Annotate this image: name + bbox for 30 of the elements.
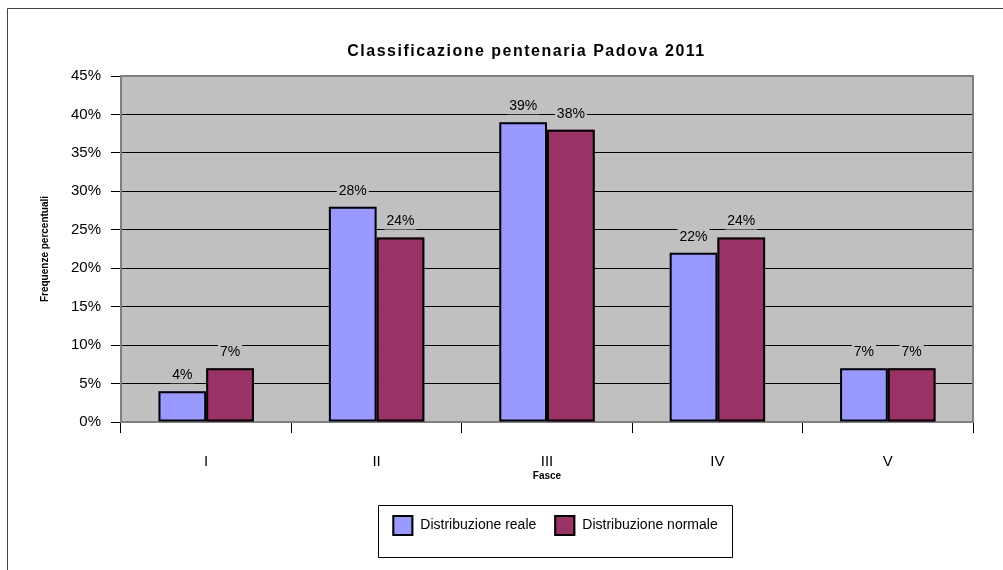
data-label: 28% bbox=[338, 181, 367, 198]
legend-label: Distribuzione reale bbox=[420, 516, 537, 533]
data-label: 7% bbox=[853, 343, 875, 360]
y-tick-label: 35% bbox=[70, 143, 101, 161]
data-label: 38% bbox=[556, 104, 585, 121]
x-tick-label: II bbox=[372, 452, 381, 470]
data-label: 7% bbox=[219, 343, 241, 360]
x-tick-label: V bbox=[882, 452, 893, 470]
data-label: 39% bbox=[509, 97, 538, 114]
y-tick-label: 20% bbox=[70, 258, 101, 276]
data-label: 24% bbox=[386, 212, 415, 229]
data-label: 4% bbox=[172, 366, 193, 383]
y-tick-label: 0% bbox=[79, 412, 101, 430]
y-tick-label: 5% bbox=[79, 373, 101, 391]
x-tick-label: IV bbox=[710, 452, 725, 470]
y-tick-label: 45% bbox=[70, 66, 101, 84]
x-tick-label: I bbox=[204, 452, 209, 470]
chart-title: Classificazione pentenaria Padova 2011 bbox=[346, 42, 707, 60]
y-tick-label: 15% bbox=[70, 296, 101, 314]
data-label: 24% bbox=[727, 212, 756, 229]
y-axis-title: Frequenze percentuali bbox=[38, 195, 50, 303]
x-tick-label: III bbox=[540, 452, 554, 470]
x-axis-title: Fasce bbox=[532, 469, 562, 481]
data-label: 22% bbox=[679, 227, 708, 244]
legend-label: Distribuzione normale bbox=[582, 516, 718, 533]
y-tick-label: 30% bbox=[70, 181, 101, 199]
y-tick-label: 25% bbox=[70, 219, 101, 237]
data-label: 7% bbox=[901, 343, 922, 360]
y-tick-label: 10% bbox=[70, 335, 101, 353]
y-tick-label: 40% bbox=[70, 104, 101, 122]
